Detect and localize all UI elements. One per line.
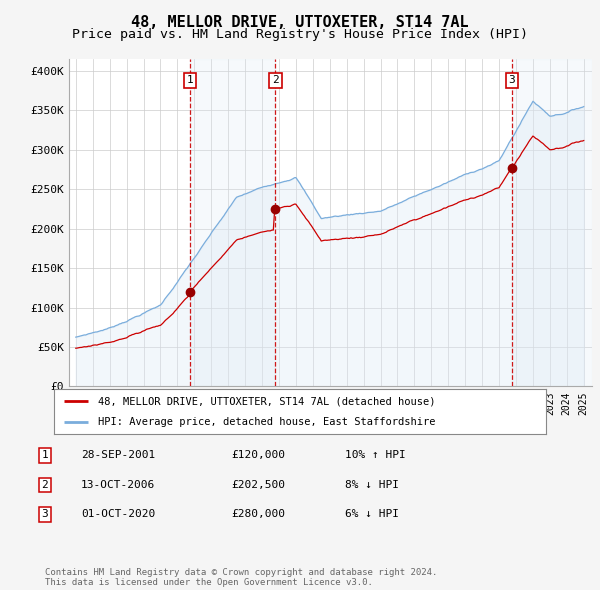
Bar [190,59,275,386]
Text: Contains HM Land Registry data © Crown copyright and database right 2024.
This d: Contains HM Land Registry data © Crown c… [45,568,437,587]
Text: 3: 3 [508,76,515,86]
Text: 8% ↓ HPI: 8% ↓ HPI [345,480,399,490]
Text: Price paid vs. HM Land Registry's House Price Index (HPI): Price paid vs. HM Land Registry's House … [72,28,528,41]
Text: HPI: Average price, detached house, East Staffordshire: HPI: Average price, detached house, East… [98,417,436,427]
Text: 2: 2 [41,480,49,490]
Text: 2: 2 [272,76,279,86]
Bar [512,59,592,386]
Text: £202,500: £202,500 [231,480,285,490]
Text: 48, MELLOR DRIVE, UTTOXETER, ST14 7AL (detached house): 48, MELLOR DRIVE, UTTOXETER, ST14 7AL (d… [98,396,436,407]
Text: 48, MELLOR DRIVE, UTTOXETER, ST14 7AL: 48, MELLOR DRIVE, UTTOXETER, ST14 7AL [131,15,469,30]
Text: 3: 3 [41,510,49,519]
Text: 01-OCT-2020: 01-OCT-2020 [81,510,155,519]
Text: 6% ↓ HPI: 6% ↓ HPI [345,510,399,519]
Text: £120,000: £120,000 [231,451,285,460]
Text: 1: 1 [41,451,49,460]
Text: £280,000: £280,000 [231,510,285,519]
Text: 1: 1 [187,76,193,86]
Text: 13-OCT-2006: 13-OCT-2006 [81,480,155,490]
Text: 10% ↑ HPI: 10% ↑ HPI [345,451,406,460]
Text: 28-SEP-2001: 28-SEP-2001 [81,451,155,460]
